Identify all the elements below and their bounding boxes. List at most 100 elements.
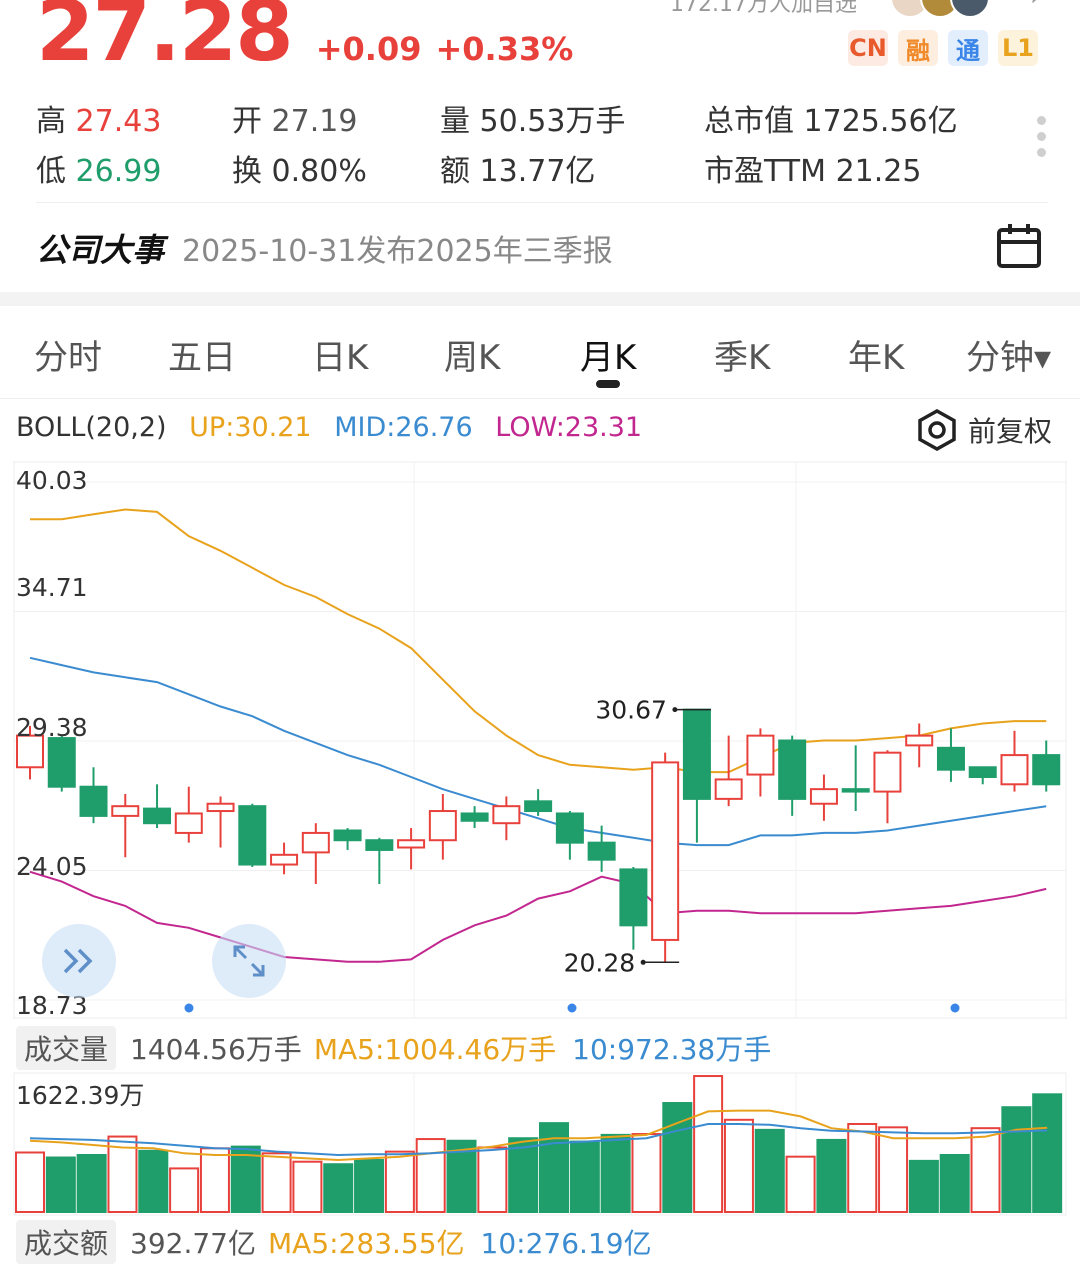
tab-daily-k[interactable]: 日K bbox=[312, 338, 369, 378]
volume-ma10: 10:972.38万手 bbox=[572, 1033, 772, 1066]
candle-body bbox=[270, 853, 299, 866]
stat-high: 高 27.43 bbox=[36, 96, 161, 140]
candle-body bbox=[397, 839, 426, 849]
volume-bar bbox=[970, 1127, 1001, 1214]
tag-connect[interactable]: 通 bbox=[948, 30, 988, 66]
volume-bar bbox=[508, 1137, 539, 1213]
annotation-label: 20.28 bbox=[564, 948, 636, 977]
volume-ma5-line bbox=[29, 1109, 1048, 1162]
volume-bar bbox=[415, 1138, 446, 1213]
tab-monthly-k[interactable]: 月K bbox=[580, 338, 637, 378]
stat-value: 1725.56亿 bbox=[803, 104, 958, 139]
boll-up-value: UP:30.21 bbox=[189, 412, 312, 443]
follower-avatars[interactable] bbox=[890, 0, 990, 18]
volume-bar bbox=[693, 1075, 724, 1213]
company-events[interactable]: 公司大事 2025-10-31发布2025年三季报 bbox=[36, 224, 613, 272]
candle-body bbox=[841, 788, 870, 793]
more-vertical-icon[interactable] bbox=[1037, 116, 1047, 164]
amount-ma5: MA5:283.55亿 bbox=[268, 1227, 465, 1260]
tab-minute[interactable]: 分钟▾ bbox=[966, 338, 1052, 378]
tab-weekly-k[interactable]: 周K bbox=[444, 338, 501, 378]
candle-body bbox=[651, 761, 680, 941]
y-tick-label: 29.38 bbox=[16, 713, 88, 742]
candle-body bbox=[206, 802, 235, 813]
amount-value: 392.77亿 bbox=[130, 1227, 256, 1260]
volume-bar bbox=[76, 1153, 107, 1213]
candle-body bbox=[778, 739, 807, 800]
stat-amount: 额 13.77亿 bbox=[440, 146, 595, 190]
adjust-toggle[interactable]: 前复权 bbox=[916, 408, 1052, 452]
stat-label: 市盈TTM bbox=[704, 154, 827, 189]
candle-body bbox=[714, 778, 743, 800]
tag-cn[interactable]: CN bbox=[848, 30, 888, 66]
boll-low-value: LOW:23.31 bbox=[495, 412, 643, 443]
candle-body bbox=[905, 734, 934, 747]
annotation-label: 30.67 bbox=[595, 696, 667, 725]
volume-bar bbox=[107, 1135, 138, 1213]
section-separator bbox=[0, 292, 1080, 306]
calendar-icon[interactable] bbox=[996, 222, 1042, 270]
volume-bar bbox=[138, 1149, 169, 1213]
stat-value: 0.80% bbox=[271, 154, 367, 189]
candle-body bbox=[1032, 754, 1061, 786]
tag-l1[interactable]: L1 bbox=[998, 30, 1038, 66]
stat-value: 26.99 bbox=[75, 154, 162, 189]
volume-chart[interactable] bbox=[0, 1072, 1080, 1217]
candle-body bbox=[428, 810, 457, 842]
boll-mid-line bbox=[29, 656, 1047, 847]
volume-bar bbox=[1001, 1106, 1032, 1213]
price-change: +0.09 bbox=[315, 30, 422, 68]
stat-label: 额 bbox=[440, 154, 470, 189]
volume-bar bbox=[723, 1118, 754, 1213]
candle-body bbox=[460, 812, 489, 822]
volume-max-label: 1622.39万 bbox=[16, 1081, 145, 1110]
tab-five-day[interactable]: 五日 bbox=[168, 338, 236, 378]
stat-value: 13.77亿 bbox=[479, 154, 596, 189]
volume-bar bbox=[939, 1153, 970, 1213]
candle-body bbox=[968, 766, 997, 778]
volume-bar bbox=[631, 1133, 662, 1213]
fullscreen-button[interactable] bbox=[212, 924, 286, 998]
tab-quarterly-k[interactable]: 季K bbox=[714, 338, 771, 378]
stat-label: 换 bbox=[232, 154, 262, 189]
boll-name: BOLL(20,2) bbox=[16, 412, 167, 443]
tab-intraday[interactable]: 分时 bbox=[34, 338, 102, 378]
current-price: 27.28 bbox=[36, 0, 294, 80]
expand-arrows-icon bbox=[233, 945, 265, 977]
stat-volume: 量 50.53万手 bbox=[440, 96, 625, 140]
volume-bar bbox=[785, 1155, 816, 1214]
tag-margin[interactable]: 融 bbox=[898, 30, 938, 66]
volume-legend[interactable]: 成交量 1404.56万手 MA5:1004.46万手 10:972.38万手 bbox=[16, 1026, 772, 1070]
amount-legend[interactable]: 成交额 392.77亿 MA5:283.55亿 10:276.19亿 bbox=[16, 1220, 652, 1264]
candle-body bbox=[619, 868, 648, 927]
y-tick-label: 40.03 bbox=[16, 466, 88, 495]
candle-body bbox=[492, 805, 521, 825]
volume-bar bbox=[354, 1159, 385, 1213]
candlestick-chart[interactable]: 30.67 20.28 bbox=[0, 460, 1080, 1020]
volume-value: 1404.56万手 bbox=[130, 1033, 302, 1066]
stat-turnover: 换 0.80% bbox=[232, 146, 367, 190]
candle-body bbox=[79, 785, 108, 817]
expand-forward-button[interactable] bbox=[42, 924, 116, 998]
double-chevron-right-icon bbox=[63, 948, 93, 974]
tab-yearly-k[interactable]: 年K bbox=[848, 338, 905, 378]
events-text: 2025-10-31发布2025年三季报 bbox=[182, 234, 613, 269]
event-marker-dot bbox=[567, 1003, 577, 1013]
chevron-right-icon[interactable]: › bbox=[1030, 0, 1040, 12]
volume-bar bbox=[199, 1147, 230, 1213]
stat-label: 开 bbox=[232, 104, 262, 139]
annotation-dot bbox=[672, 707, 678, 713]
candle-body bbox=[524, 800, 553, 813]
candle-body bbox=[682, 708, 711, 800]
volume-bar bbox=[45, 1156, 76, 1213]
annotation-dot bbox=[640, 959, 646, 965]
stat-value: 27.43 bbox=[75, 104, 162, 139]
volume-bar bbox=[878, 1126, 909, 1213]
stat-pe: 市盈TTM 21.25 bbox=[704, 146, 921, 190]
candle-body bbox=[1000, 754, 1029, 786]
candle-body bbox=[174, 812, 203, 834]
stat-market-cap: 总市值 1725.56亿 bbox=[704, 96, 958, 140]
stat-value: 27.19 bbox=[271, 104, 358, 139]
volume-bar bbox=[908, 1159, 939, 1213]
boll-legend[interactable]: BOLL(20,2) UP:30.21 MID:26.76 LOW:23.31 bbox=[16, 412, 656, 443]
